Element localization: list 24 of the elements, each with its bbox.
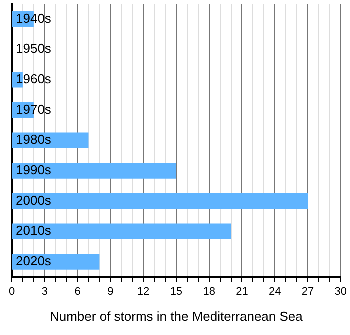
- y-tick-label: 2000s: [16, 192, 52, 208]
- x-tick-label: 0: [8, 286, 16, 298]
- x-tick-label: 9: [108, 286, 114, 298]
- bar: [12, 254, 100, 270]
- bar: [12, 224, 232, 240]
- y-tick-label: 1970s: [16, 102, 52, 117]
- x-axis-title: Number of storms in the Mediterranean Sea: [50, 308, 304, 324]
- y-tick-label: 1990s: [16, 162, 52, 178]
- x-tick-label: 30: [334, 286, 348, 298]
- x-tick-label: 21: [236, 286, 248, 298]
- y-tick-label: 2020s: [16, 254, 52, 269]
- x-tick-label: 18: [203, 286, 216, 298]
- y-tick-label: 1940s: [16, 10, 52, 26]
- x-tick-label: 6: [74, 286, 81, 298]
- y-tick-label: 1980s: [16, 132, 52, 148]
- y-tick-label: 2010s: [16, 223, 52, 238]
- bar: [12, 163, 176, 179]
- x-tick-label: 27: [302, 286, 314, 298]
- x-tick-label: 15: [170, 286, 183, 298]
- x-tick-label: 24: [268, 286, 282, 298]
- x-tick-label: 3: [42, 286, 48, 298]
- bar: [12, 193, 308, 210]
- x-tick-label: 12: [137, 286, 150, 298]
- y-tick-label: 1950s: [16, 41, 52, 56]
